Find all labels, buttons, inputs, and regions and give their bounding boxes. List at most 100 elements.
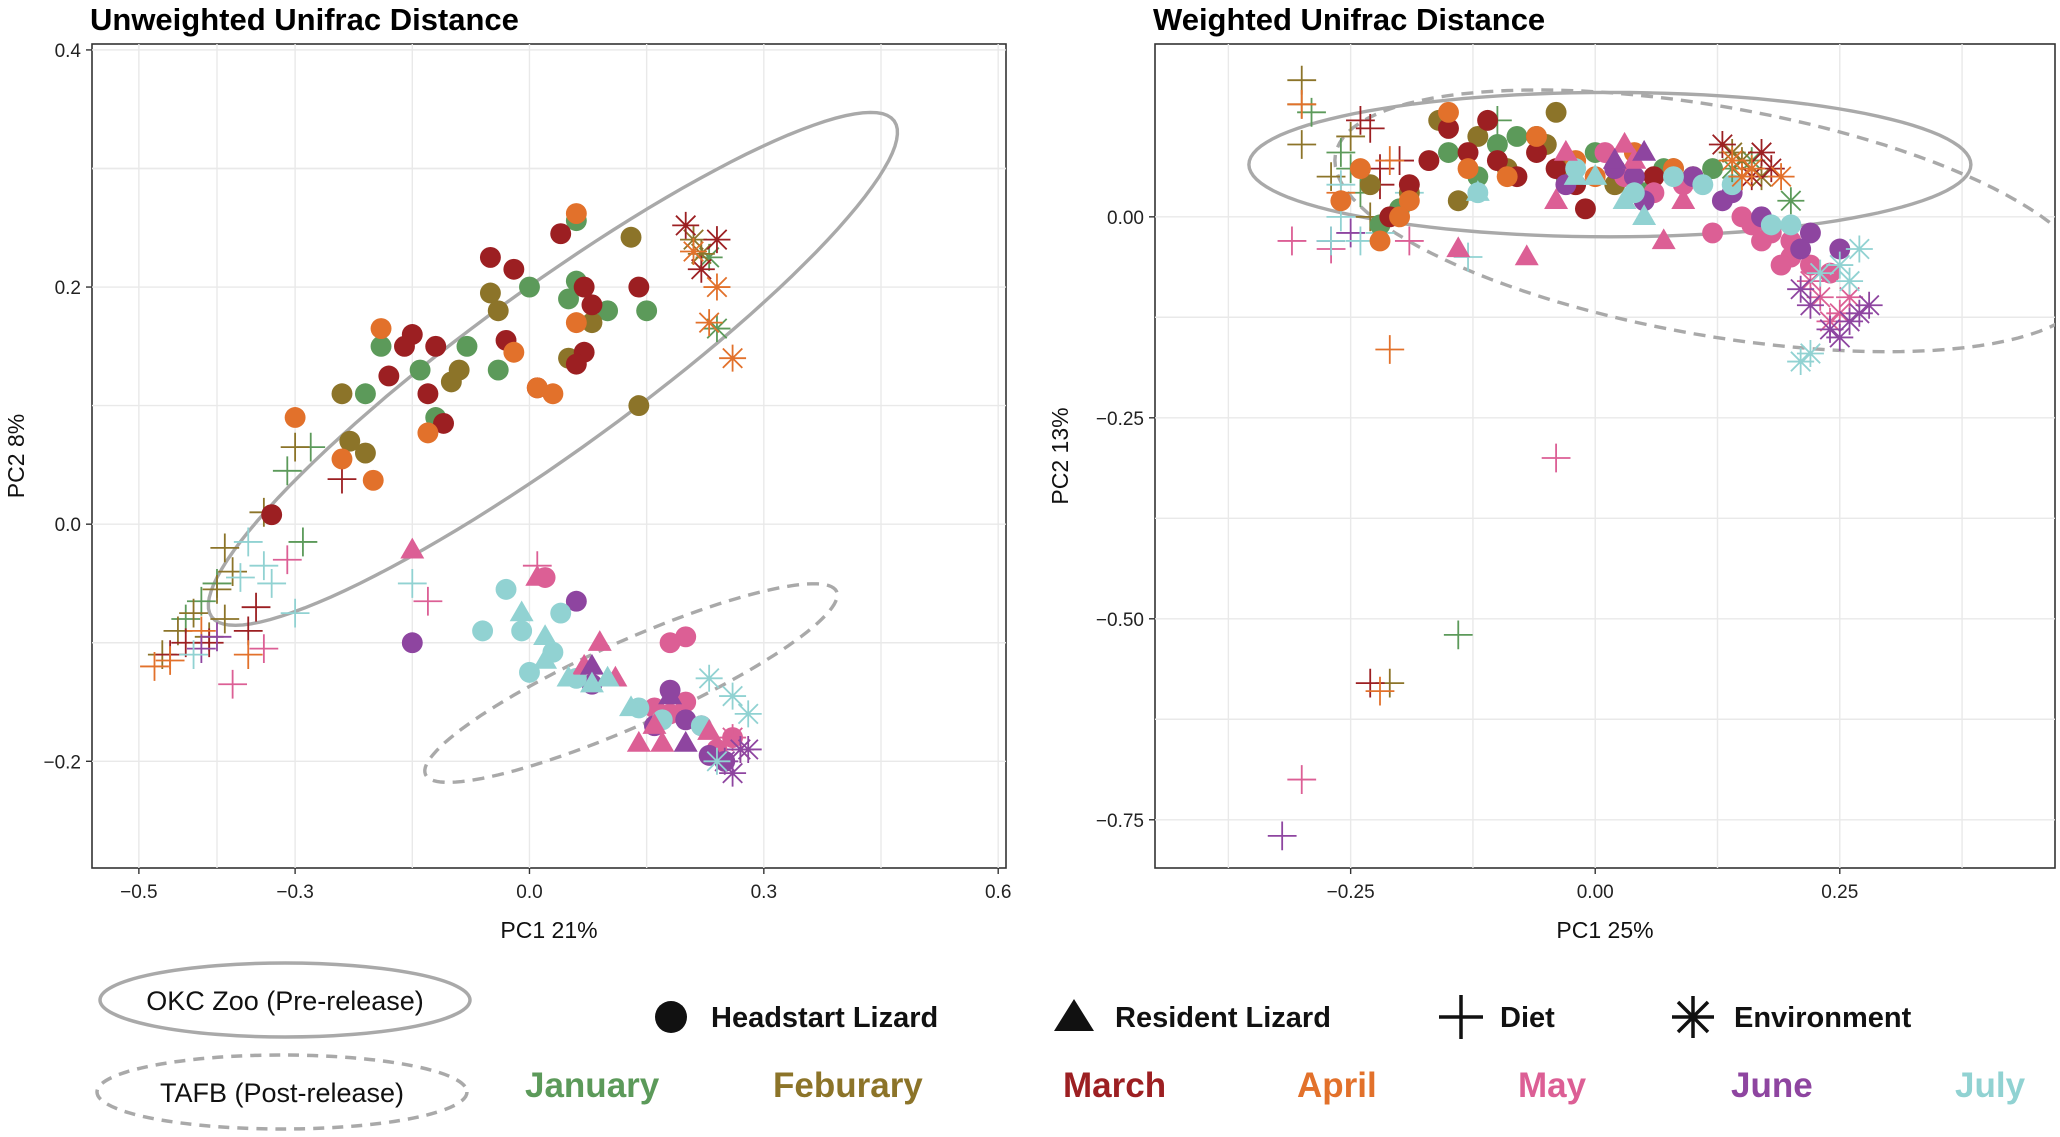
point-april-asterisk (1767, 163, 1795, 191)
y-axis-label: PC2 13% (1047, 407, 1073, 504)
point-june-circle (1623, 166, 1645, 188)
point-january-circle (409, 359, 431, 381)
point-march-circle (1643, 166, 1665, 188)
point-july-asterisk (1796, 340, 1824, 368)
point-march-circle (433, 412, 454, 434)
point-april-circle (417, 422, 439, 444)
point-june-asterisk (1826, 323, 1854, 351)
point-february-circle (620, 226, 642, 248)
point-april-circle (284, 407, 306, 428)
point-may-triangle (1671, 188, 1696, 209)
point-july-circle (495, 578, 517, 600)
x-tick-label: −0.5 (120, 882, 158, 903)
point-july-plus (397, 569, 427, 598)
point-may-triangle (587, 630, 612, 651)
point-january-circle (456, 335, 478, 357)
point-april-asterisk (680, 237, 708, 265)
y-tick-label: −0.25 (1096, 409, 1144, 430)
point-june-circle (401, 632, 423, 654)
series-april-plus (140, 616, 263, 681)
y-tick-label: −0.75 (1096, 811, 1144, 832)
y-tick-label: 0.2 (55, 278, 81, 299)
point-july-triangle (595, 665, 620, 687)
series-july-triangle (1465, 164, 1657, 226)
point-june-plus (1267, 821, 1297, 851)
point-july-triangle (1632, 204, 1657, 226)
point-june-triangle (1632, 139, 1657, 161)
triangle-icon (1054, 999, 1094, 1031)
legend-circle-key: Headstart Lizard (655, 1001, 938, 1034)
tafb-ellipse (423, 582, 839, 784)
point-april-plus (1365, 676, 1395, 706)
point-april-circle (1330, 190, 1352, 212)
point-july-asterisk (1836, 267, 1864, 295)
point-may-triangle (400, 537, 425, 559)
point-february-plus (210, 604, 240, 634)
point-april-plus (1375, 335, 1405, 364)
point-march-circle (565, 353, 587, 375)
point-january-plus (1443, 620, 1473, 650)
point-july-triangle (533, 624, 558, 645)
series-january-asterisk (695, 243, 731, 343)
series-march-asterisk (672, 211, 731, 283)
point-january-circle (636, 300, 658, 322)
legend-month-keys: January Feburary March April May June July (525, 1066, 2026, 1105)
plot-content (1155, 44, 2055, 868)
x-tick-label: 0.3 (751, 882, 777, 903)
plus-icon (1439, 995, 1483, 1039)
point-july-asterisk (1806, 259, 1834, 287)
point-january-circle (1486, 134, 1508, 155)
point-july-asterisk (703, 747, 731, 775)
series-july-asterisk (1787, 235, 1873, 376)
plot-area (91, 43, 1007, 869)
point-july-plus (1316, 226, 1346, 256)
circle-icon (655, 1001, 687, 1033)
tafb-ellipse (1333, 88, 2055, 354)
y-tick-label: 0.4 (55, 41, 82, 62)
point-july-circle (1780, 214, 1802, 236)
point-april-circle (362, 469, 384, 491)
point-may-circle (675, 691, 697, 713)
point-april-circle (565, 312, 587, 334)
point-july-circle (1760, 214, 1782, 236)
point-may-triangle (1514, 244, 1539, 266)
legend-month-june: June (1731, 1066, 1813, 1105)
legend-shape-label: Environment (1734, 1002, 1912, 1034)
point-april-circle (1496, 166, 1518, 188)
point-march-asterisk (687, 255, 715, 283)
point-march-circle (1477, 109, 1499, 131)
point-january-asterisk (703, 315, 731, 343)
point-march-asterisk (1708, 130, 1736, 158)
point-april-asterisk (1728, 163, 1756, 191)
point-june-circle (1790, 238, 1812, 260)
point-march-circle (581, 294, 603, 316)
y-axis-label: PC2 8% (3, 414, 29, 498)
point-june-asterisk (1836, 307, 1864, 335)
legend-month-february: Feburary (773, 1066, 923, 1105)
point-may-asterisk (719, 724, 747, 752)
point-april-circle (1438, 101, 1459, 123)
point-february-plus (1287, 65, 1317, 95)
point-february-circle (1359, 174, 1381, 196)
point-april-circle (1457, 158, 1479, 180)
point-may-plus (272, 545, 302, 575)
y-tick-label: 0.0 (55, 515, 81, 536)
x-axis-label: PC1 21% (500, 917, 597, 943)
series-june-triangle (579, 653, 698, 752)
point-march-circle (425, 335, 447, 357)
point-july-triangle (533, 647, 558, 669)
point-march-plus (327, 464, 357, 494)
point-february-plus (179, 598, 208, 628)
legend-asterisk-key: Environment (1672, 996, 1912, 1038)
point-april-circle (370, 318, 392, 339)
series-april-asterisk (1718, 147, 1795, 191)
series-july-plus (179, 527, 427, 669)
point-june-circle (1799, 222, 1821, 244)
point-march-circle (479, 246, 501, 268)
legend-month-march: March (1063, 1066, 1166, 1105)
point-march-plus (1346, 105, 1375, 135)
series-may-triangle (1446, 131, 1696, 266)
point-february-plus (210, 533, 240, 563)
point-january-plus (272, 456, 302, 486)
point-february-asterisk (687, 240, 715, 268)
